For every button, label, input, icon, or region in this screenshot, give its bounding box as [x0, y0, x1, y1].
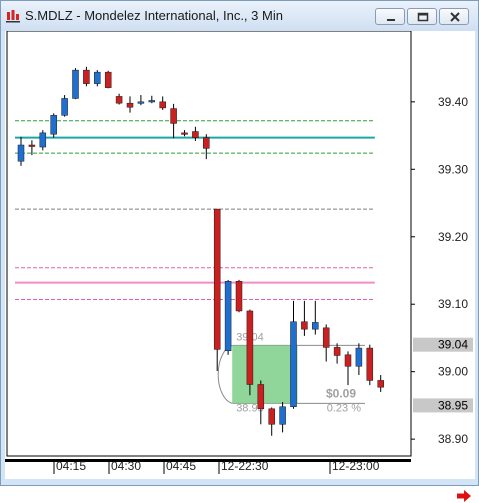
- x-tick-label: 12-23:00: [332, 459, 380, 473]
- candle[interactable]: [366, 347, 374, 381]
- candle[interactable]: [50, 115, 57, 135]
- minimize-button[interactable]: [375, 8, 405, 25]
- target-price-label: 38.95: [236, 402, 264, 414]
- title-bar[interactable]: S.MDLZ - Mondelez International, Inc., 3…: [1, 1, 478, 31]
- chart-app-icon: [6, 10, 20, 23]
- maximize-icon: [417, 12, 429, 22]
- candle[interactable]: [235, 281, 243, 312]
- candle[interactable]: [377, 380, 384, 388]
- chart-client-area[interactable]: 39.04 38.95 $0.09 0.23 % 39.40 39.30 39.20 39.…: [5, 31, 475, 502]
- maximize-button[interactable]: [407, 8, 437, 25]
- x-tick-label: 12-22:30: [221, 459, 269, 473]
- y-tick-label: 39.20: [438, 230, 468, 244]
- candle[interactable]: [94, 71, 101, 84]
- y-tick-label: 39.30: [438, 162, 468, 176]
- y-tick-label: 38.90: [438, 432, 468, 446]
- price-tag: [413, 337, 473, 352]
- candle[interactable]: [39, 132, 47, 148]
- close-button[interactable]: [439, 8, 469, 25]
- y-tick-label: 39.00: [438, 365, 468, 379]
- position-box[interactable]: [232, 345, 298, 404]
- candle[interactable]: [333, 347, 341, 356]
- candle[interactable]: [279, 406, 286, 425]
- candle[interactable]: [246, 310, 254, 385]
- candle[interactable]: [148, 100, 156, 103]
- plot-area[interactable]: [6, 31, 412, 457]
- scroll-right-arrow-icon[interactable]: [456, 489, 472, 503]
- candle[interactable]: [257, 384, 265, 410]
- candle[interactable]: [181, 132, 188, 135]
- x-tick-label: 04:30: [111, 459, 141, 473]
- candle[interactable]: [224, 281, 232, 352]
- price-tag-label: 38.95: [438, 398, 468, 412]
- candle[interactable]: [268, 408, 275, 425]
- price-chart[interactable]: 39.04 38.95 $0.09 0.23 % 39.40 39.30 39.20 39.…: [5, 31, 475, 479]
- candle[interactable]: [28, 144, 36, 147]
- pnl-label: $0.09: [326, 386, 356, 400]
- candle[interactable]: [290, 321, 297, 408]
- candle[interactable]: [213, 208, 221, 350]
- candle[interactable]: [312, 322, 319, 330]
- candle[interactable]: [355, 347, 363, 367]
- candle[interactable]: [137, 101, 145, 104]
- candle[interactable]: [115, 96, 123, 104]
- price-tag-label: 39.04: [438, 338, 468, 352]
- candle[interactable]: [126, 102, 134, 108]
- close-icon: [450, 12, 460, 22]
- candle[interactable]: [104, 71, 112, 88]
- price-tag: [413, 398, 473, 413]
- x-tick-label: 04:45: [166, 459, 196, 473]
- candle[interactable]: [344, 354, 352, 367]
- candle[interactable]: [17, 144, 25, 162]
- candle[interactable]: [72, 69, 79, 99]
- x-axis-bar: [5, 459, 411, 462]
- x-tick-label: 04:15: [56, 459, 86, 473]
- candle[interactable]: [159, 101, 166, 109]
- minimize-icon: [387, 19, 395, 21]
- candle[interactable]: [301, 321, 308, 330]
- candle[interactable]: [83, 69, 90, 84]
- y-tick-label: 39.40: [438, 95, 468, 109]
- pnl-percent-label: 0.23 %: [327, 402, 361, 414]
- candle[interactable]: [203, 137, 210, 149]
- candle[interactable]: [170, 108, 177, 124]
- candle[interactable]: [61, 98, 68, 116]
- candle[interactable]: [322, 327, 330, 348]
- candle[interactable]: [192, 131, 199, 138]
- window-title: S.MDLZ - Mondelez International, Inc., 3…: [25, 8, 283, 23]
- y-tick-label: 39.10: [438, 297, 468, 311]
